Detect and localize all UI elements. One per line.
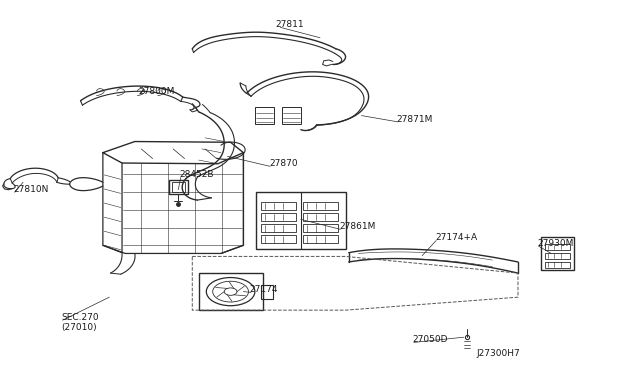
Bar [261,285,273,299]
Text: 27870: 27870 [269,159,298,168]
Bar [282,107,301,124]
Bar [169,180,188,194]
Text: 27050D: 27050D [413,335,448,344]
Text: 27800M: 27800M [138,87,174,96]
Bar [256,192,346,249]
Text: SEC.270: SEC.270 [61,313,99,322]
Bar [261,224,296,232]
Bar [545,262,570,267]
Text: 28452B: 28452B [179,170,214,179]
Bar [303,213,338,221]
Bar [172,182,184,192]
Bar [198,273,262,310]
Text: 27861M: 27861M [339,222,376,231]
Text: 27810N: 27810N [13,185,49,194]
Bar [303,202,338,210]
Bar [255,107,274,124]
Bar [545,253,570,259]
Bar [541,237,574,270]
Text: J27300H7: J27300H7 [476,349,520,358]
Bar [261,202,296,210]
Bar [303,235,338,243]
Text: 27871M: 27871M [397,115,433,124]
Bar [303,224,338,232]
Text: 27930M: 27930M [537,239,573,248]
Text: (27010): (27010) [61,323,97,332]
Text: 27174: 27174 [250,285,278,294]
Text: 27811: 27811 [275,20,304,29]
Bar [545,244,570,250]
Text: 27174+A: 27174+A [435,233,477,243]
Bar [261,235,296,243]
Bar [261,213,296,221]
